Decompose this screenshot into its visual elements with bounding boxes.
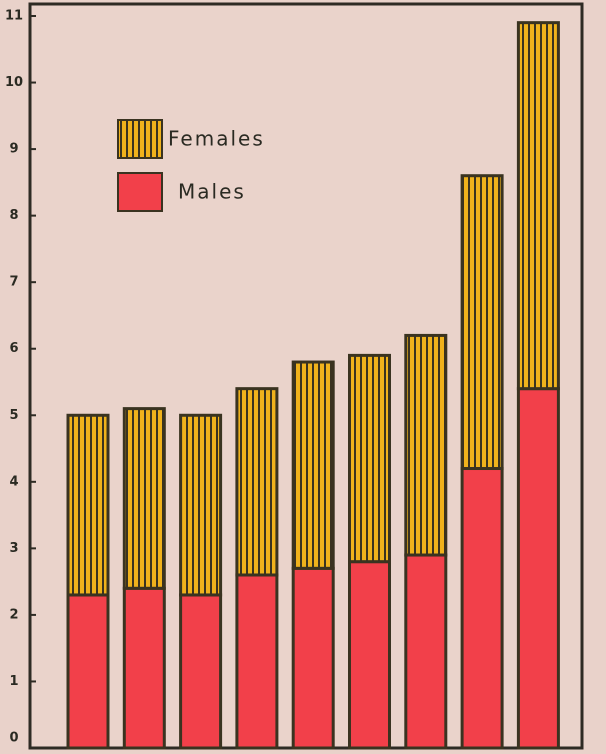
bar-segment — [291, 360, 335, 570]
bar-segment — [460, 467, 504, 750]
bar-segment — [66, 593, 110, 750]
bar-segment — [122, 586, 166, 750]
y-tick-label: 8 — [9, 208, 18, 223]
y-tick-label: 5 — [9, 408, 18, 423]
y-tick-label: 1 — [9, 674, 18, 689]
y-tick-label: 9 — [9, 142, 18, 157]
legend-label: Males — [178, 180, 246, 204]
legend-swatch — [117, 119, 163, 159]
bar-segment — [348, 560, 391, 750]
y-tick-label: 2 — [9, 607, 18, 622]
bar-segment — [235, 387, 279, 577]
bar-segment — [460, 174, 504, 471]
y-tick-label: 6 — [9, 341, 18, 356]
y-tick-label: 10 — [5, 75, 23, 90]
y-tick-label: 7 — [9, 275, 18, 290]
y-tick-label: 11 — [5, 9, 23, 24]
bar-segment — [291, 566, 335, 750]
bar-segment — [348, 353, 391, 564]
bar-segment — [235, 573, 279, 750]
bar-segment — [516, 387, 560, 750]
bar-segment — [179, 593, 223, 750]
bar-segment — [516, 21, 560, 391]
y-tick-label: 3 — [9, 541, 18, 556]
bar-segment — [122, 407, 166, 590]
y-tick-label: 4 — [9, 474, 18, 489]
bar-segment — [404, 553, 448, 750]
bar-segment — [404, 333, 448, 557]
bar-segment — [179, 413, 223, 597]
legend-label: Females — [168, 127, 265, 151]
legend-swatch — [117, 172, 163, 212]
y-tick-label: 0 — [9, 731, 18, 746]
bar-segment — [66, 413, 110, 597]
